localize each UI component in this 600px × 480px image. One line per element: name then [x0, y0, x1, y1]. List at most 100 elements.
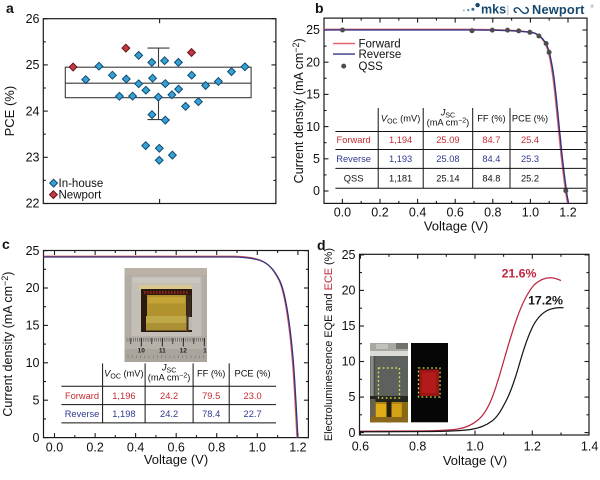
svg-text:VOC (mV): VOC (mV): [104, 369, 143, 381]
svg-text:1,198: 1,198: [112, 409, 135, 419]
svg-text:10: 10: [342, 355, 356, 369]
svg-text:Reverse: Reverse: [65, 409, 100, 419]
svg-text:0.6: 0.6: [447, 206, 464, 220]
svg-text:10: 10: [306, 120, 320, 134]
svg-text:Voltage (V): Voltage (V): [144, 452, 208, 467]
svg-text:PCE (%): PCE (%): [512, 114, 548, 124]
svg-text:0.2: 0.2: [371, 206, 388, 220]
svg-text:Voltage (V): Voltage (V): [443, 453, 507, 468]
svg-text:24.2: 24.2: [160, 391, 178, 401]
svg-text:25.08: 25.08: [436, 154, 459, 164]
svg-text:QSS: QSS: [344, 174, 364, 184]
svg-text:25.3: 25.3: [521, 154, 539, 164]
svg-text:b: b: [315, 0, 324, 16]
svg-text:1.0: 1.0: [466, 440, 483, 454]
svg-text:21.6%: 21.6%: [502, 267, 537, 281]
svg-text:In-house: In-house: [59, 178, 104, 190]
svg-text:1.0: 1.0: [249, 441, 266, 455]
svg-text:17.2%: 17.2%: [528, 294, 563, 308]
svg-text:23: 23: [26, 151, 40, 165]
svg-text:®: ®: [591, 3, 595, 9]
svg-text:15: 15: [306, 88, 320, 102]
svg-text:11: 11: [159, 348, 166, 355]
svg-text:1.2: 1.2: [559, 206, 576, 220]
svg-text:a: a: [6, 0, 14, 16]
svg-text:5: 5: [33, 393, 40, 407]
svg-text:25.4: 25.4: [521, 135, 539, 145]
svg-text:0: 0: [313, 184, 320, 198]
svg-text:22.7: 22.7: [244, 409, 262, 419]
svg-text:26: 26: [26, 12, 40, 26]
svg-text:25: 25: [26, 244, 40, 258]
svg-text:24: 24: [26, 104, 40, 118]
svg-text:Reverse: Reverse: [336, 154, 371, 164]
svg-text:0.4: 0.4: [127, 441, 144, 455]
svg-text:PCE (%): PCE (%): [2, 86, 17, 137]
svg-text:25.14: 25.14: [436, 174, 459, 184]
svg-text:1: 1: [203, 348, 207, 355]
svg-text:(mA cm−2): (mA cm−2): [148, 373, 191, 383]
svg-text:0.6: 0.6: [168, 441, 185, 455]
svg-text:Newport: Newport: [59, 190, 103, 202]
svg-text:Forward: Forward: [359, 39, 401, 51]
svg-text:10: 10: [26, 356, 40, 370]
svg-text:25: 25: [26, 58, 40, 72]
svg-text:15: 15: [26, 319, 40, 333]
svg-text:1.2: 1.2: [289, 441, 306, 455]
svg-text:1,193: 1,193: [389, 154, 412, 164]
svg-text:1.0: 1.0: [522, 206, 539, 220]
svg-text:(mA cm−2): (mA cm−2): [427, 118, 470, 128]
svg-text:20: 20: [306, 55, 320, 69]
svg-text:Forward: Forward: [65, 391, 99, 401]
svg-text:PCE (%): PCE (%): [235, 369, 271, 379]
svg-text:84.8: 84.8: [482, 174, 500, 184]
svg-text:5: 5: [313, 152, 320, 166]
svg-text:1,194: 1,194: [389, 135, 412, 145]
svg-text:d: d: [317, 237, 326, 253]
svg-text:25: 25: [342, 248, 356, 262]
svg-text:84.7: 84.7: [482, 135, 500, 145]
svg-text:0.2: 0.2: [86, 441, 103, 455]
svg-text:1,196: 1,196: [112, 391, 135, 401]
svg-text:1.4: 1.4: [581, 440, 598, 454]
svg-text:24.2: 24.2: [160, 409, 178, 419]
svg-text:0: 0: [349, 426, 356, 440]
svg-text:25: 25: [306, 23, 320, 37]
svg-text:20: 20: [342, 284, 356, 298]
svg-text:0.6: 0.6: [352, 440, 369, 454]
svg-text:Electroluminescence EQE and EC: Electroluminescence EQE and ECE (%): [323, 248, 335, 441]
svg-text:0.0: 0.0: [334, 206, 351, 220]
svg-text:QSS: QSS: [359, 61, 384, 73]
svg-text:23.0: 23.0: [244, 391, 262, 401]
svg-text:JSC: JSC: [161, 363, 176, 375]
svg-text:84.4: 84.4: [482, 154, 500, 164]
svg-text:0.4: 0.4: [409, 206, 426, 220]
svg-text:79.5: 79.5: [202, 391, 220, 401]
svg-text:25.09: 25.09: [436, 135, 459, 145]
svg-text:0: 0: [33, 431, 40, 445]
svg-text:Current density (mA cm−2): Current density (mA cm−2): [291, 38, 306, 183]
svg-text:FF (%): FF (%): [477, 114, 505, 124]
svg-text:c: c: [2, 236, 10, 252]
svg-text:|: |: [507, 4, 510, 16]
svg-text:5: 5: [349, 390, 356, 404]
svg-text:22: 22: [26, 197, 40, 211]
svg-text:JSC: JSC: [440, 108, 455, 120]
svg-text:Newport: Newport: [532, 2, 585, 17]
svg-text:VOC (mV): VOC (mV): [381, 114, 420, 126]
svg-text:10: 10: [138, 348, 146, 355]
svg-text:25.2: 25.2: [521, 174, 539, 184]
svg-text:0.8: 0.8: [484, 206, 501, 220]
svg-text:12: 12: [180, 348, 188, 355]
svg-text:0.0: 0.0: [46, 441, 63, 455]
svg-text:1.2: 1.2: [524, 440, 541, 454]
svg-text:Voltage (V): Voltage (V): [424, 219, 488, 234]
svg-text:Reverse: Reverse: [359, 49, 402, 61]
svg-text:0.8: 0.8: [409, 440, 426, 454]
svg-text:1,181: 1,181: [389, 174, 412, 184]
svg-text:Forward: Forward: [337, 135, 371, 145]
svg-text:FF (%): FF (%): [197, 369, 225, 379]
svg-text:Current density (mA cm−2): Current density (mA cm−2): [0, 272, 15, 417]
svg-text:0.8: 0.8: [208, 441, 225, 455]
svg-text:15: 15: [342, 319, 356, 333]
